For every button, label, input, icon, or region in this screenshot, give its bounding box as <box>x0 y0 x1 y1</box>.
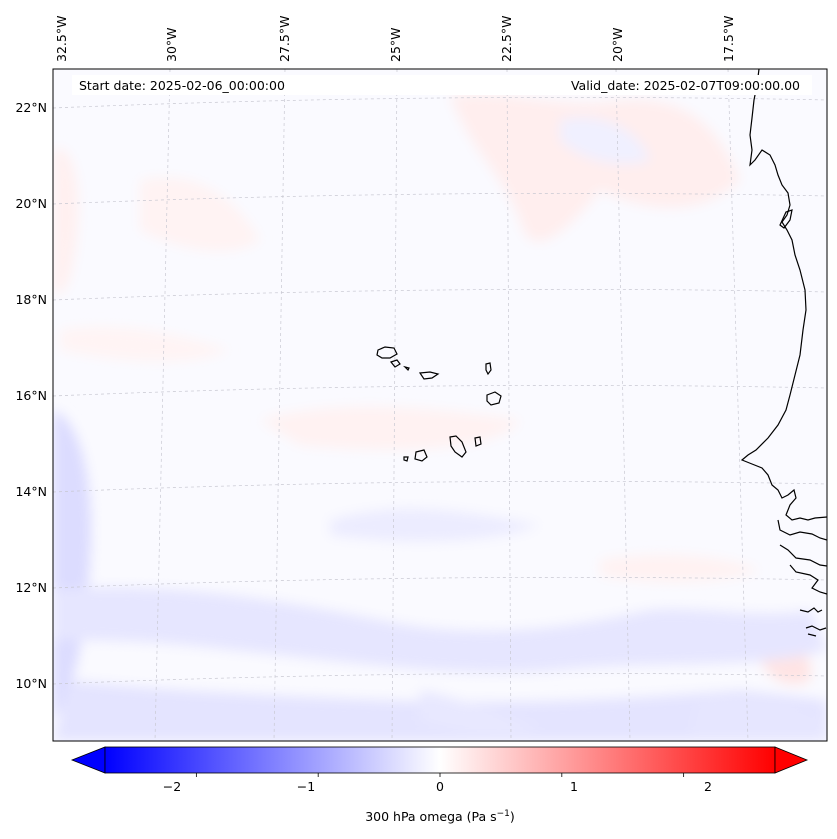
gridline-lat-16 <box>53 384 827 397</box>
island-fogo <box>414 449 428 462</box>
colorbar-title: 300 hPa omega (Pa s−1) <box>365 809 515 824</box>
colorbar-tick-label-2: 2 <box>704 779 712 794</box>
bijagos-islands <box>799 607 827 637</box>
colorbar-title-close: ) <box>510 809 515 824</box>
lat-label-12n: 12°N <box>15 580 47 595</box>
gridline-lon-30 <box>154 69 171 741</box>
lat-label-14n: 14°N <box>15 484 47 499</box>
island-sao-vicente <box>389 359 401 368</box>
gridline-lat-14 <box>53 480 827 493</box>
lat-label-20n: 20°N <box>15 196 47 211</box>
colorbar-tick-label-neg1: −1 <box>297 779 315 794</box>
colorbar-body <box>104 746 776 774</box>
island-maio <box>474 436 482 447</box>
lat-label-10n: 10°N <box>15 676 47 691</box>
island-santo-antao <box>376 346 398 359</box>
colorbar-ticks <box>195 773 685 777</box>
gridline-lat-10 <box>53 672 827 685</box>
lon-label-20w: 20°W <box>610 27 625 62</box>
colorbar-title-exponent: −1 <box>497 809 510 819</box>
omega-field-anomalies <box>53 94 827 741</box>
lat-label-18n: 18°N <box>15 292 47 307</box>
west-africa-coastline <box>740 69 827 521</box>
map-frame <box>52 68 828 742</box>
island-sal <box>485 362 492 376</box>
gridline-lon-17-5 <box>727 69 749 741</box>
africa-coast-estuary-1 <box>777 519 827 541</box>
info-banner <box>72 75 812 95</box>
colorbar-title-main: 300 hPa omega (Pa s <box>365 809 496 824</box>
cape-verde-islands <box>376 346 502 462</box>
gridline-lat-20 <box>53 192 827 205</box>
colorbar-tick-label-0: 0 <box>436 779 444 794</box>
gridline-lat-22 <box>53 96 827 109</box>
gridline-lon-22-5 <box>506 69 512 741</box>
lon-label-32-5w: 32.5°W <box>54 16 69 62</box>
island-santa-luzia <box>403 365 410 372</box>
start-date-label: Start date: 2025-02-06_00:00:00 <box>79 78 285 93</box>
gridline-lon-27-5 <box>273 69 286 741</box>
africa-coast-estuary-3 <box>789 564 827 595</box>
gridline-lat-18 <box>53 288 827 301</box>
lon-label-27-5w: 27.5°W <box>277 16 292 62</box>
valid-date-label: Valid_date: 2025-02-07T09:00:00.00 <box>571 78 800 93</box>
lon-label-30w: 30°W <box>164 27 179 62</box>
gridline-lon-25 <box>391 69 398 741</box>
colorbar-extend-high <box>774 746 809 774</box>
lon-label-25w: 25°W <box>388 27 403 62</box>
colorbar-tick-label-1: 1 <box>570 779 578 794</box>
colorbar: −2 −1 0 1 2 300 hPa omega (Pa s−1) <box>70 746 809 824</box>
gridline-lon-20 <box>615 69 631 741</box>
coastlines <box>740 69 827 637</box>
graticule <box>53 69 827 741</box>
longitude-axis: 32.5°W 30°W 27.5°W 25°W 22.5°W 20°W 17.5… <box>54 16 736 62</box>
island-sao-nicolau <box>418 371 440 380</box>
africa-coast-estuary-2 <box>779 544 827 567</box>
colorbar-tick-label-neg2: −2 <box>163 779 181 794</box>
lon-label-17-5w: 17.5°W <box>721 16 736 62</box>
island-brava <box>403 456 409 462</box>
lon-label-22-5w: 22.5°W <box>499 16 514 62</box>
map-area <box>53 69 827 741</box>
lat-label-22n: 22°N <box>15 100 47 115</box>
gridline-lat-12 <box>53 576 827 589</box>
coastal-island-north <box>779 209 793 229</box>
island-boa-vista <box>486 391 502 406</box>
latitude-axis: 22°N 20°N 18°N 16°N 14°N 12°N 10°N <box>15 100 47 691</box>
colorbar-extend-low <box>70 746 106 774</box>
lat-label-16n: 16°N <box>15 388 47 403</box>
island-santiago <box>449 435 467 458</box>
